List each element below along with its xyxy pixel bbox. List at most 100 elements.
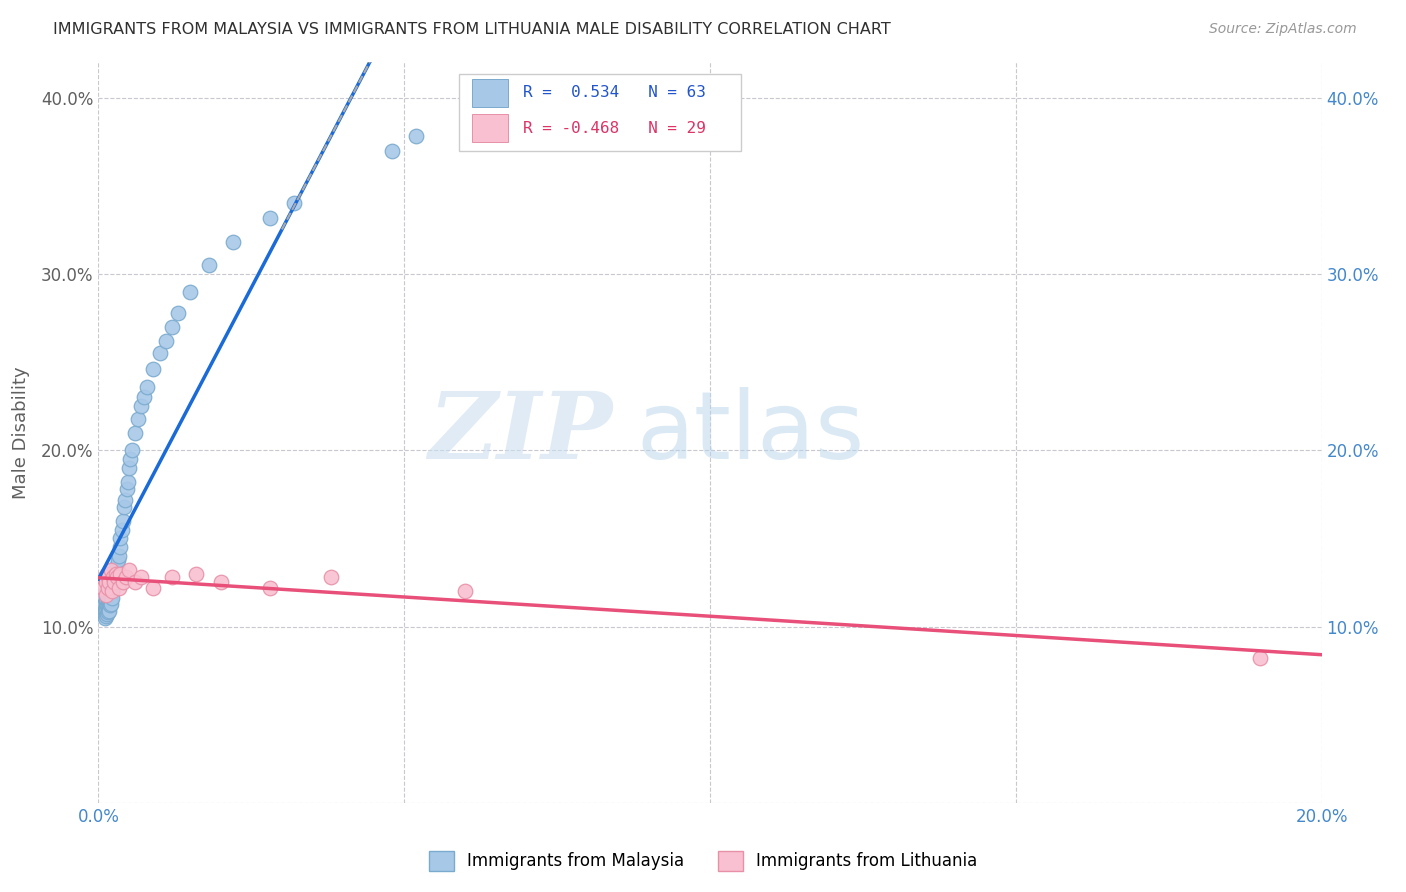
Point — [97, 591, 120, 606]
Text: atlas: atlas — [637, 386, 865, 479]
Point — [259, 211, 281, 225]
Point — [93, 570, 115, 584]
Text: R =  0.534   N = 63: R = 0.534 N = 63 — [523, 86, 706, 100]
Point — [97, 570, 120, 584]
Point — [96, 607, 118, 622]
Point — [197, 258, 219, 272]
Point — [118, 563, 141, 577]
Point — [101, 581, 124, 595]
Point — [105, 558, 128, 572]
Point — [107, 552, 129, 566]
Point — [105, 570, 128, 584]
Point — [111, 523, 134, 537]
Point — [98, 575, 121, 590]
Point — [96, 604, 118, 618]
Point — [96, 599, 118, 613]
Point — [94, 588, 117, 602]
Point — [100, 593, 122, 607]
Point — [129, 570, 152, 584]
Text: ZIP: ZIP — [427, 388, 612, 477]
Text: Source: ZipAtlas.com: Source: ZipAtlas.com — [1209, 22, 1357, 37]
Point — [167, 306, 190, 320]
Point — [93, 602, 115, 616]
Point — [111, 575, 134, 590]
Point — [209, 575, 232, 590]
Point — [100, 563, 122, 577]
Point — [98, 599, 121, 613]
Point — [124, 575, 146, 590]
Point — [94, 609, 117, 624]
Point — [134, 390, 156, 404]
Point — [104, 566, 127, 581]
FancyBboxPatch shape — [471, 114, 508, 143]
Point — [129, 399, 152, 413]
Point — [381, 144, 404, 158]
Point — [91, 581, 114, 595]
Point — [94, 597, 117, 611]
Point — [103, 575, 125, 590]
Point — [104, 570, 127, 584]
Point — [93, 599, 115, 613]
Point — [101, 584, 124, 599]
Point — [101, 577, 124, 591]
Legend: Immigrants from Malaysia, Immigrants from Lithuania: Immigrants from Malaysia, Immigrants fro… — [420, 842, 986, 880]
Point — [98, 593, 121, 607]
Point — [160, 319, 183, 334]
Point — [107, 581, 129, 595]
Point — [127, 411, 149, 425]
Point — [160, 570, 183, 584]
Point — [142, 362, 165, 376]
Text: IMMIGRANTS FROM MALAYSIA VS IMMIGRANTS FROM LITHUANIA MALE DISABILITY CORRELATIO: IMMIGRANTS FROM MALAYSIA VS IMMIGRANTS F… — [53, 22, 891, 37]
Point — [100, 588, 122, 602]
Point — [111, 514, 134, 528]
Point — [121, 443, 143, 458]
Point — [405, 129, 427, 144]
Point — [107, 549, 129, 563]
Point — [108, 540, 131, 554]
Point — [142, 581, 165, 595]
Point — [454, 584, 477, 599]
Point — [118, 461, 141, 475]
Point — [1249, 651, 1271, 665]
Point — [120, 452, 142, 467]
FancyBboxPatch shape — [460, 73, 741, 152]
Point — [97, 606, 120, 620]
Point — [319, 570, 342, 584]
Text: R = -0.468   N = 29: R = -0.468 N = 29 — [523, 120, 706, 136]
Point — [222, 235, 245, 250]
Point — [96, 593, 118, 607]
Point — [96, 566, 118, 581]
Point — [96, 575, 118, 590]
Point — [97, 597, 120, 611]
Point — [104, 566, 127, 581]
Point — [110, 532, 132, 546]
Point — [105, 563, 128, 577]
FancyBboxPatch shape — [471, 78, 508, 107]
Point — [115, 482, 138, 496]
Point — [103, 570, 125, 584]
Point — [94, 606, 117, 620]
Point — [97, 581, 120, 595]
Point — [110, 566, 132, 581]
Point — [101, 570, 124, 584]
Point — [259, 581, 281, 595]
Point — [100, 597, 122, 611]
Point — [93, 610, 115, 624]
Y-axis label: Male Disability: Male Disability — [11, 367, 30, 499]
Point — [91, 588, 114, 602]
Point — [100, 584, 122, 599]
Point — [186, 566, 208, 581]
Point — [97, 602, 120, 616]
Point — [97, 595, 120, 609]
Point — [149, 346, 172, 360]
Point — [179, 285, 201, 299]
Point — [283, 196, 305, 211]
Point — [115, 570, 138, 584]
Point — [101, 591, 124, 606]
Point — [112, 500, 135, 514]
Point — [117, 475, 139, 489]
Point — [98, 604, 121, 618]
Point — [101, 584, 124, 599]
Point — [103, 574, 125, 588]
Point — [124, 425, 146, 440]
